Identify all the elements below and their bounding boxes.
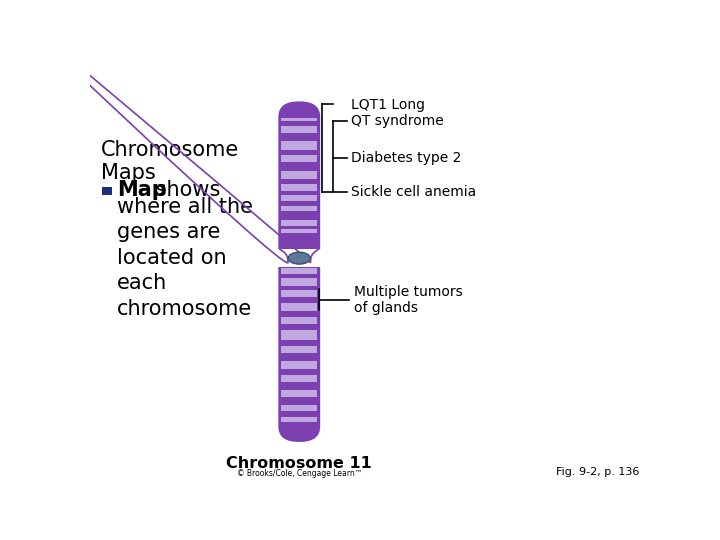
Bar (102, 187, 112, 195)
Bar (282, 268, 317, 274)
Bar (282, 125, 317, 133)
Text: Sickle cell anemia: Sickle cell anemia (351, 185, 477, 199)
Bar (282, 346, 317, 353)
Bar (282, 416, 317, 422)
Text: Fig. 9-2, p. 136: Fig. 9-2, p. 136 (557, 467, 639, 477)
Bar (282, 317, 317, 324)
Text: Multiple tumors
of glands: Multiple tumors of glands (354, 285, 463, 315)
Bar (282, 118, 317, 122)
Bar (282, 389, 317, 397)
Bar (282, 184, 317, 191)
Text: where all the
genes are
located on
each
chromosome: where all the genes are located on each … (117, 197, 253, 319)
Text: shows: shows (149, 180, 220, 200)
Bar (282, 154, 317, 162)
Bar (282, 278, 317, 286)
Bar (282, 195, 317, 201)
Text: Chromosome
Maps: Chromosome Maps (101, 140, 240, 183)
Bar (282, 361, 317, 369)
Bar (274, 249, 325, 267)
Bar (282, 405, 317, 411)
Text: Chromosome 11: Chromosome 11 (226, 456, 372, 471)
Bar (282, 290, 317, 297)
Bar (282, 206, 317, 211)
Ellipse shape (288, 252, 310, 264)
Bar (282, 330, 317, 340)
Bar (282, 229, 317, 233)
Bar (282, 171, 317, 179)
Text: Map: Map (117, 180, 166, 200)
Text: © Brooks/Cole, Cengage Learn™: © Brooks/Cole, Cengage Learn™ (237, 469, 362, 478)
Bar (282, 141, 317, 151)
Bar (282, 375, 317, 382)
Text: Diabetes type 2: Diabetes type 2 (351, 151, 462, 165)
FancyBboxPatch shape (279, 102, 320, 441)
Bar (282, 302, 317, 311)
Text: LQT1 Long
QT syndrome: LQT1 Long QT syndrome (351, 98, 444, 128)
Bar (282, 220, 317, 226)
